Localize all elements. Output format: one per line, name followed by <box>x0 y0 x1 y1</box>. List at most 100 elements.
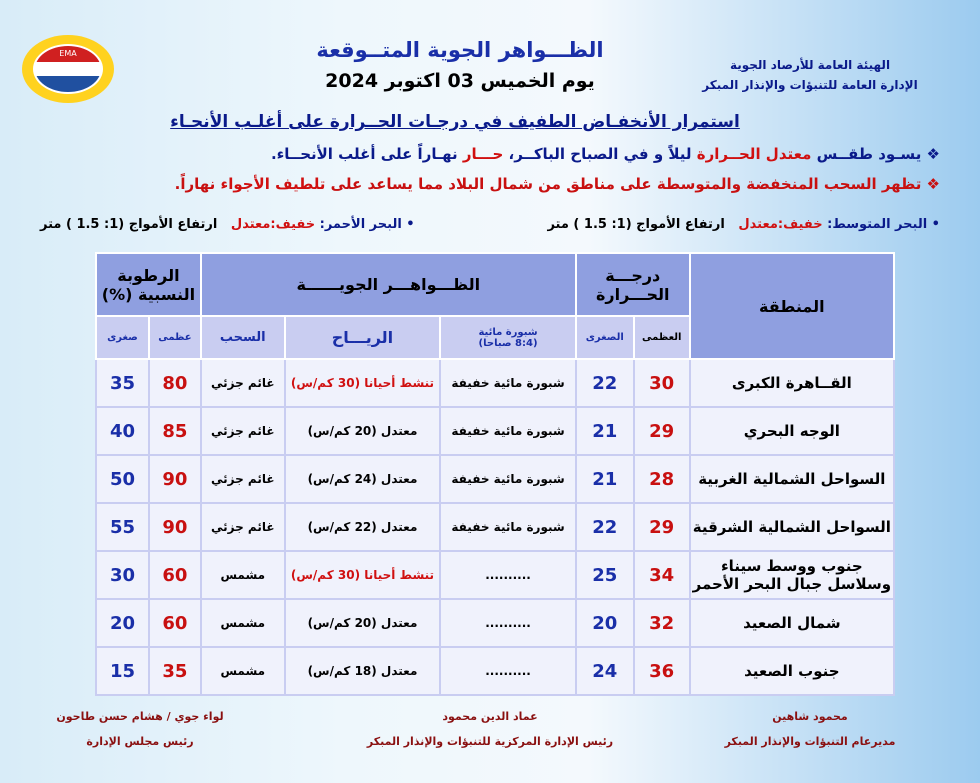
forecast-table: المنطقة درجـــة الحـــرارة الظـــواهـــر… <box>95 252 896 696</box>
table-row: جنوب الصعيد 36 24.......... معتدل (18 كم/س)… <box>95 646 896 696</box>
cell-hmin: 30 <box>95 550 150 600</box>
cell-region: الوجه البحري <box>688 406 896 456</box>
cell-min: 21 <box>574 454 635 504</box>
table-row: السواحل الشمالية الغربية 28 21 شبورة مائية … <box>95 454 896 504</box>
cell-hmin: 40 <box>95 406 150 456</box>
text: نهاراً. <box>174 175 221 193</box>
header-wind: الريـــاح <box>283 315 442 360</box>
text: حـــار <box>462 145 504 163</box>
signature-1: محمود شاهين مديرعام التنبؤات والإنذار الم… <box>660 710 960 748</box>
cell-hmin: 55 <box>95 502 150 552</box>
cell-max: 30 <box>632 358 691 408</box>
cell-hmax: 35 <box>147 646 202 696</box>
header-hmin: صغرى <box>95 315 150 360</box>
label: • البحر الأحمر: <box>315 217 415 232</box>
cell-min: 20 <box>574 598 635 648</box>
name: لواء جوي / هشام حسن طاحون <box>56 710 224 723</box>
cell-hmin: 50 <box>95 454 150 504</box>
fog-time: (8:4 صباحا) <box>478 337 538 349</box>
cell-wind: معتدل (18 كم/س) <box>283 646 442 696</box>
cell-hmax: 60 <box>147 598 202 648</box>
org-name: الهيئة العامة للأرصاد الجوية <box>729 58 891 72</box>
cell-fog: .......... <box>439 550 577 600</box>
headline: استمرار الأنخفـاض الطفيف في درجـات الحــ… <box>170 112 740 132</box>
cell-clouds: مشمس <box>199 646 286 696</box>
cell-max: 32 <box>632 598 691 648</box>
cell-min: 21 <box>574 406 635 456</box>
header-clouds: السحب <box>199 315 286 360</box>
cell-hmax: 90 <box>147 502 202 552</box>
cell-max: 29 <box>632 502 691 552</box>
cell-max: 29 <box>632 406 691 456</box>
header-temp: درجـــة الحـــرارة <box>574 252 691 317</box>
bullet-1: ❖ يسـود طقــس معتدل الحــرارة ليلاً و في… <box>271 145 940 163</box>
cell-fog: شبورة مائية خفيفة <box>439 454 577 504</box>
text: نهـاراً على أغلب الأنحــاء. <box>270 145 463 163</box>
organization: الهيئة العامة للأرصاد الجوية الإدارة الع… <box>680 55 940 95</box>
cell-wind: معتدل (24 كم/س) <box>283 454 442 504</box>
signature-3: لواء جوي / هشام حسن طاحون رئيس مجلس الإدا… <box>0 710 290 748</box>
name: عماد الدين محمود <box>442 710 538 723</box>
header-region: المنطقة <box>688 252 896 360</box>
header-fog: شبورة مائية (8:4 صباحا) <box>439 315 577 360</box>
header-min: الصغرى <box>574 315 635 360</box>
cell-max: 34 <box>632 550 691 600</box>
table-row: السواحل الشمالية الشرقية 29 22 شبورة مائية … <box>95 502 896 552</box>
header-humidity: الرطوبة النسبية (%) <box>95 252 202 317</box>
signature-2: عماد الدين محمود رئيس الإدارة المركزية لل… <box>340 710 640 748</box>
fog-label: شبورة مائية <box>478 326 538 338</box>
cell-min: 25 <box>574 550 635 600</box>
cell-max: 28 <box>632 454 691 504</box>
ema-logo: EMA <box>22 35 114 103</box>
table-row: القــاهرة الكبرى 30 22 شبورة مائية خفيفة تنش… <box>95 358 896 408</box>
waves: ارتفاع الأمواج (1: 1.5 ) متر <box>40 217 218 232</box>
cell-fog: شبورة مائية خفيفة <box>439 502 577 552</box>
cell-wind: معتدل (20 كم/س) <box>283 406 442 456</box>
cell-clouds: غائم جزئي <box>199 358 286 408</box>
text: ❖ يسـود طقــس <box>811 145 940 163</box>
cell-region: جنوب الصعيد <box>688 646 896 696</box>
table-row: الوجه البحري 29 21 شبورة مائية خفيفة معتدل (… <box>95 406 896 456</box>
role: رئيس مجلس الإدارة <box>86 735 194 748</box>
cell-min: 24 <box>574 646 635 696</box>
cell-hmax: 85 <box>147 406 202 456</box>
cell-wind: معتدل (20 كم/س) <box>283 598 442 648</box>
state: خفيف:معتدل <box>738 217 823 232</box>
cell-region: السواحل الشمالية الشرقية <box>688 502 896 552</box>
sea-state: • البحر المتوسط: خفيف:معتدل ارتفاع الأمو… <box>40 217 940 232</box>
cell-fog: شبورة مائية خفيفة <box>439 406 577 456</box>
text: معتدل الحــرارة <box>696 145 812 163</box>
cell-clouds: غائم جزئي <box>199 454 286 504</box>
header-phenomena: الظـــواهـــر الجويــــــة <box>199 252 577 317</box>
cell-wind: معتدل (22 كم/س) <box>283 502 442 552</box>
cell-clouds: مشمس <box>199 550 286 600</box>
cell-min: 22 <box>574 358 635 408</box>
cell-wind: تنشط أحيانا (30 كم/س) <box>283 550 442 600</box>
sea-red: • البحر الأحمر: خفيف:معتدل ارتفاع الأموا… <box>40 217 415 232</box>
state: خفيف:معتدل <box>230 217 316 232</box>
cell-fog: شبورة مائية خفيفة <box>439 358 577 408</box>
table-row: شمال الصعيد 32 20.......... معتدل (20 كم/س)… <box>95 598 896 648</box>
cell-region: جنوب ووسط سيناء وسلاسل جبال البحر الأحمر <box>688 550 896 600</box>
cell-hmax: 90 <box>147 454 202 504</box>
forecast-date: يوم الخميس 03 اكتوبر 2024 <box>325 70 595 92</box>
header-max: العظمى <box>632 315 691 360</box>
waves: ارتفاع الأمواج (1: 1.5 ) متر <box>547 217 725 232</box>
cell-fog: .......... <box>439 646 577 696</box>
cell-fog: .......... <box>439 598 577 648</box>
cell-hmin: 20 <box>95 598 150 648</box>
cell-min: 22 <box>574 502 635 552</box>
cell-region: شمال الصعيد <box>688 598 896 648</box>
cell-hmax: 80 <box>147 358 202 408</box>
cell-region: القــاهرة الكبرى <box>688 358 896 408</box>
text: تلطيف الأجواء <box>220 175 326 193</box>
cell-region: السواحل الشمالية الغربية <box>688 454 896 504</box>
text: ليلاً و في الصباح الباكــر، <box>503 145 697 163</box>
text: ❖ تظهر السحب المنخفضة والمتوسطة على مناط… <box>325 175 940 193</box>
org-department: الإدارة العامة للتنبؤات والإنذار المبكر <box>702 78 918 92</box>
cell-hmax: 60 <box>147 550 202 600</box>
table-row: جنوب ووسط سيناء وسلاسل جبال البحر الأحمر… <box>95 550 896 600</box>
cell-hmin: 35 <box>95 358 150 408</box>
name: محمود شاهين <box>772 710 848 723</box>
cell-clouds: غائم جزئي <box>199 406 286 456</box>
